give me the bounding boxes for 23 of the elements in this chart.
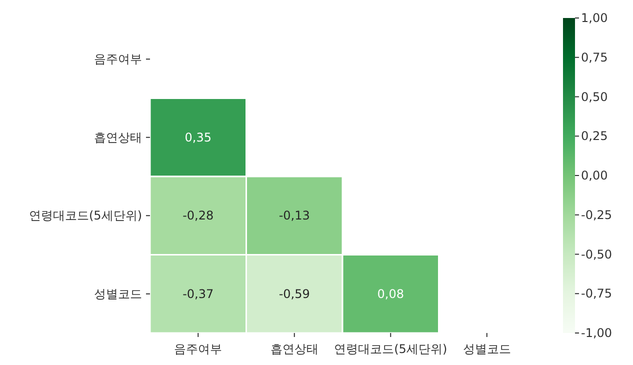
data-label: 0,35: [184, 130, 212, 144]
x-tick-label: 연령대코드(5세단위): [334, 342, 448, 356]
data-label: -0,37: [182, 286, 214, 301]
data-label: -0,13: [278, 208, 310, 223]
color-bar-label: -0,75: [581, 286, 612, 301]
y-tick-label: 흡연상태: [94, 130, 142, 144]
color-bar-label: 1,00: [581, 11, 608, 25]
y-tick-label: 성별코드: [94, 286, 142, 301]
color-bar-label: -1,00: [581, 326, 612, 340]
color-bar-label: -0,25: [581, 208, 612, 222]
color-bar-label: 0,50: [581, 90, 608, 104]
x-tick-label: 음주여부: [174, 342, 222, 356]
color-bar-label: 0,00: [581, 168, 608, 182]
data-label: -0,59: [278, 286, 310, 301]
color-bar-label: -0,50: [581, 247, 612, 262]
y-tick-label: 음주여부: [94, 52, 142, 66]
data-label: 0,08: [377, 286, 404, 301]
y-tick-label: 연령대코드(5세단위): [29, 208, 142, 223]
x-tick-label: 흡연상태: [270, 342, 318, 356]
color-bar-label: 0,25: [581, 129, 608, 144]
data-label: -0,28: [182, 208, 214, 223]
x-tick-label: 성별코드: [462, 342, 511, 356]
color-bar-label: 0,75: [581, 50, 608, 64]
